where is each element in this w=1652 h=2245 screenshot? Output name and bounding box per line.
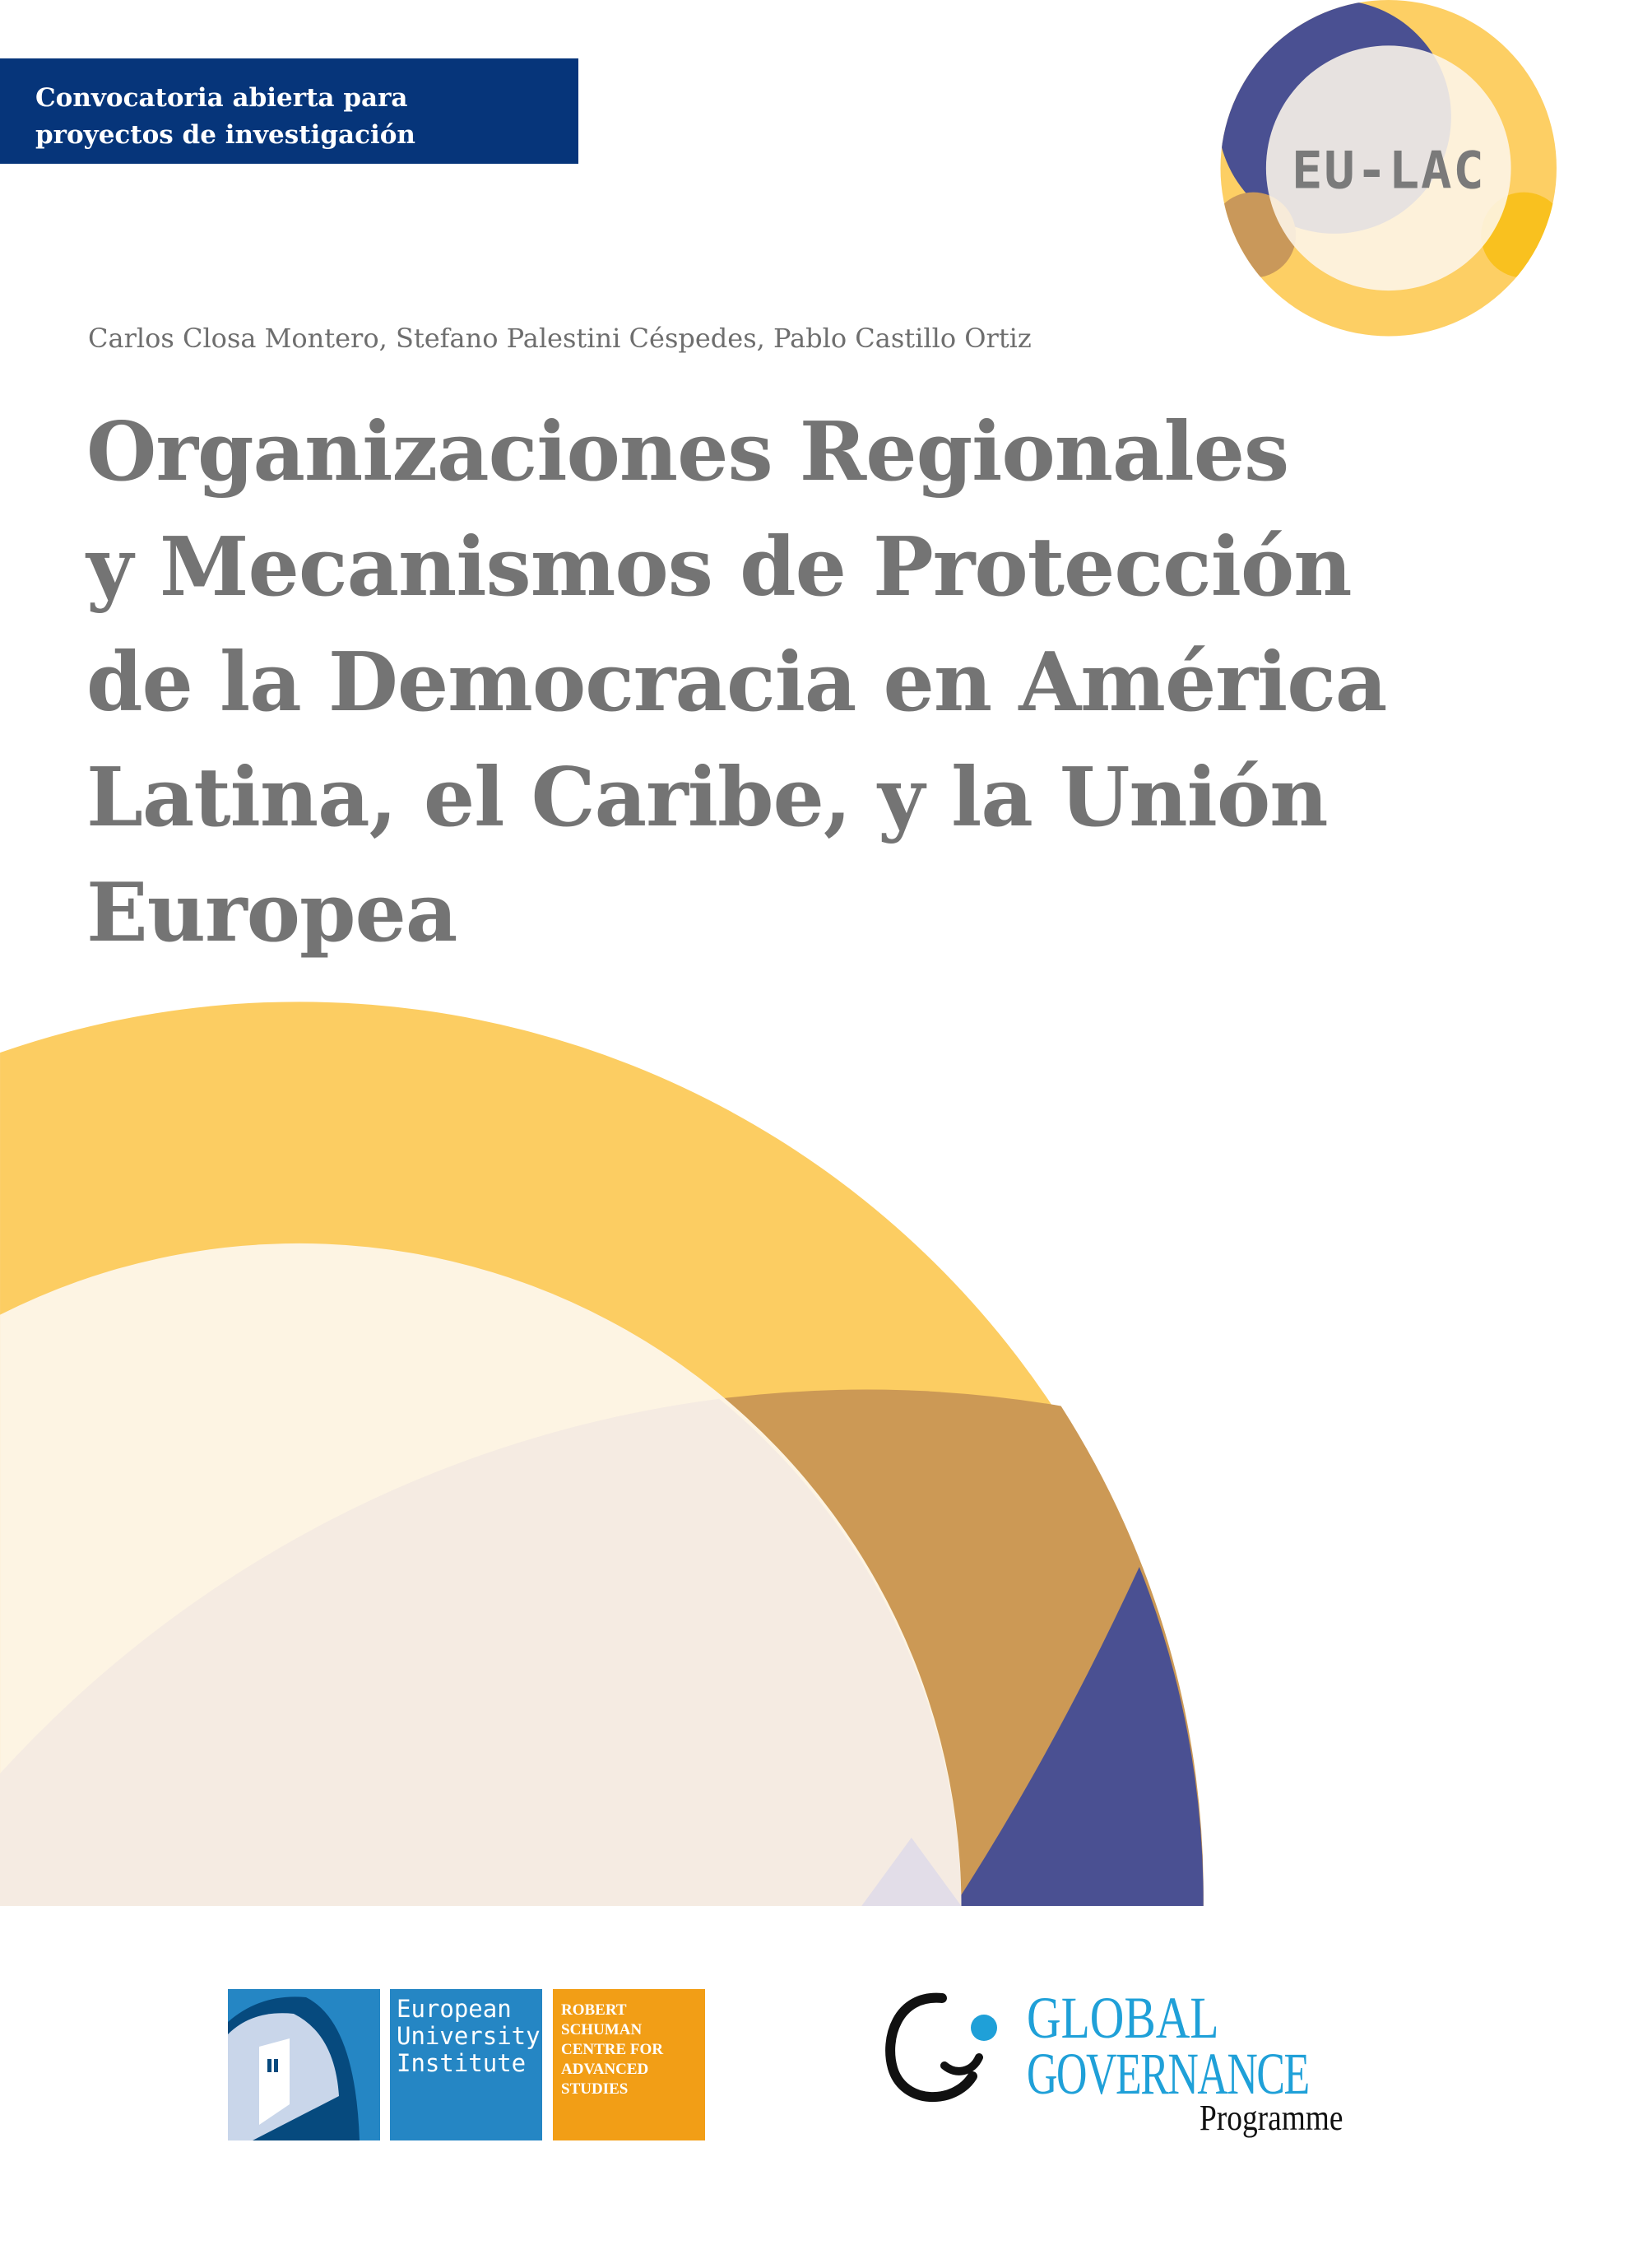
rsc-line: CENTRE FOR <box>561 2041 664 2058</box>
eui-name-line: Institute <box>397 2049 527 2077</box>
eu-lac-logo: EU-LAC <box>1220 0 1557 337</box>
inner-overlap <box>0 1398 962 1907</box>
robert-schuman-centre: ROBERT SCHUMAN CENTRE FOR ADVANCED STUDI… <box>553 1989 705 2140</box>
title-line: Europea <box>86 866 457 960</box>
ggp-line-2: GOVERNANCE <box>1027 2041 1310 2107</box>
title-line: Latina, el Caribe, y la Unión <box>86 751 1329 845</box>
authors: Carlos Closa Montero, Stefano Palestini … <box>88 323 1032 354</box>
rsc-line: ADVANCED <box>561 2061 649 2078</box>
banner-line-2: proyectos de investigación <box>35 120 415 150</box>
rsc-line: SCHUMAN <box>561 2021 643 2038</box>
title-line: y Mecanismos de Protección <box>86 520 1353 615</box>
eui-arch-icon <box>228 1989 380 2140</box>
decorative-circles <box>0 1002 1204 1907</box>
open-call-banner: Convocatoria abierta para proyectos de i… <box>0 58 578 164</box>
rsc-line: STUDIES <box>561 2080 629 2098</box>
document-title: Organizaciones Regionales y Mecanismos d… <box>86 395 1387 971</box>
eui-name: European University Institute <box>390 1989 542 2140</box>
title-line: de la Democracia en América <box>86 635 1387 730</box>
lavender-sliver <box>861 1837 962 1907</box>
eui-name-line: University <box>397 2022 541 2050</box>
eu-lac-logo-text: EU-LAC <box>1292 140 1485 200</box>
title-line: Organizaciones Regionales <box>86 405 1289 500</box>
blue-segment <box>954 1567 1204 1907</box>
rsc-line: ROBERT <box>561 2001 627 2019</box>
eui-name-line: European <box>397 1995 512 2023</box>
global-governance-logo: GLOBAL GOVERNANCE Programme <box>880 1985 1382 2138</box>
ggp-symbol-icon <box>885 1992 997 2103</box>
banner-line-1: Convocatoria abierta para <box>35 83 408 113</box>
ggp-line-3: Programme <box>1200 2098 1343 2138</box>
ggp-line-1: GLOBAL <box>1027 1985 1219 2051</box>
